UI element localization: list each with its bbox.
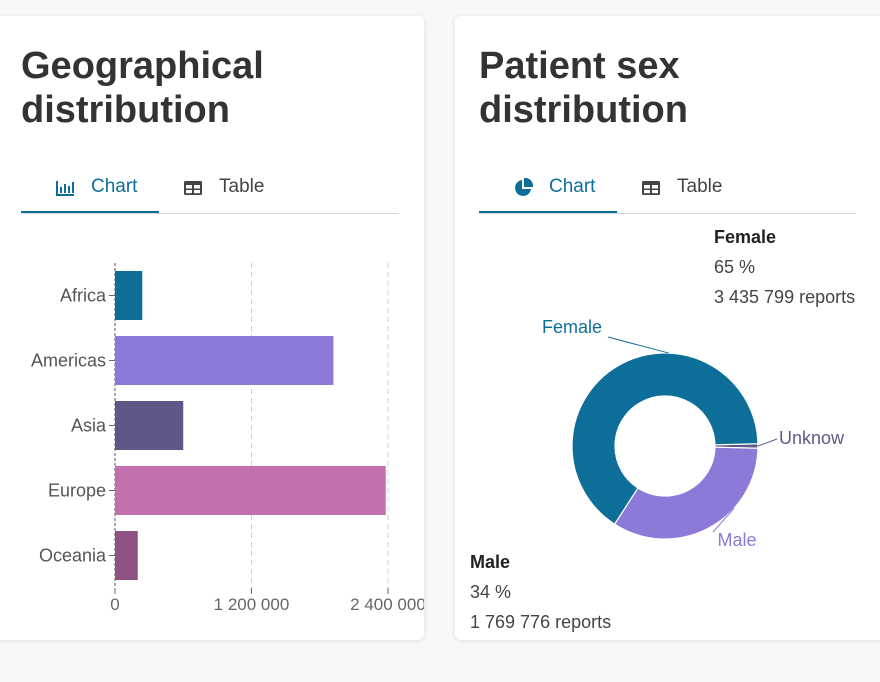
leader-line [712,507,735,533]
bar-asia [115,401,184,450]
leader-line [757,438,778,447]
geographical-bar-chart: 0 1 200 000 2 400 000 Africa Americas Asia Eur… [31,263,424,614]
female-info: Female 65 % 3 435 799 reports [714,222,855,312]
category-label: Europe [48,481,106,501]
bar-americas [115,336,334,385]
tab-chart[interactable]: Chart [21,171,159,213]
info-percent: 34 % [470,582,512,602]
bar-africa [115,271,143,320]
geographical-distribution-card: Geographical distribution Chart Table [0,16,424,640]
male-info: Male 34 % 1 769 776 reports [470,547,611,637]
leader-line [607,336,669,354]
category-label: Africa [60,286,107,306]
view-tabs: Chart Table [479,171,856,214]
tab-label: Chart [549,176,596,197]
tab-table[interactable]: Table [617,171,747,212]
patient-sex-distribution-card: Patient sex distribution Chart Table Fem… [455,16,880,640]
category-label: Asia [71,416,107,436]
tab-label: Chart [91,176,138,197]
bar-europe [115,466,386,515]
table-icon [184,181,202,195]
bar-chart-icon [56,181,74,196]
patient-sex-donut-chart: Female Male Unknow [542,317,845,550]
slice-label: Female [542,317,602,337]
view-tabs: Chart Table [21,171,399,214]
tab-label: Table [219,176,265,197]
x-tick-label: 1 200 000 [214,595,290,614]
category-label: Americas [31,351,106,371]
card-title: Geographical distribution [21,45,264,131]
slice-label: Male [717,530,756,550]
tab-label: Table [677,176,723,197]
table-icon [642,181,660,195]
card-title: Patient sex distribution [479,45,688,131]
pie-chart-icon [515,178,533,196]
category-label: Oceania [39,546,107,566]
info-name: Male [470,552,511,572]
info-percent: 65 % [714,257,756,277]
tab-chart[interactable]: Chart [479,171,617,213]
info-reports: 3 435 799 reports [714,287,856,307]
slice-female [571,352,759,525]
x-tick-label: 0 [110,595,119,614]
info-reports: 1 769 776 reports [470,612,612,632]
tab-table[interactable]: Table [159,171,289,212]
slice-label: Unknow [779,428,845,448]
slice-male [613,446,759,540]
info-name: Female [714,227,777,247]
bar-oceania [115,531,138,580]
x-tick-label: 2 400 000 [350,595,424,614]
